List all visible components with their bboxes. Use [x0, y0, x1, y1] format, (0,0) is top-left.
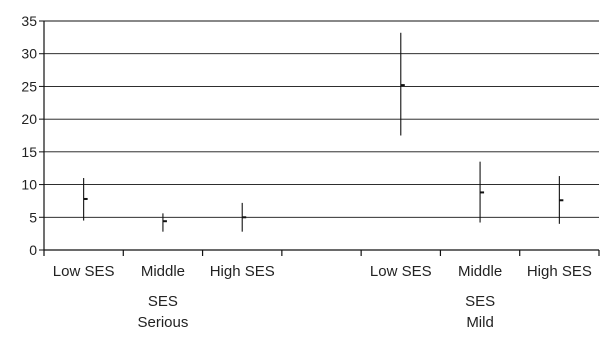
y-tick-label: 0	[29, 242, 37, 258]
group-label: Serious	[137, 314, 188, 331]
x-axis-categories: Low SES Middle SES High SES Low SES Middle SES…	[53, 263, 592, 310]
x-category-label: Middle	[141, 263, 185, 280]
group-label: Mild	[466, 314, 494, 331]
x-category-label: High SES	[210, 263, 275, 280]
gridlines	[44, 20, 599, 218]
y-tick-label: 35	[21, 13, 37, 29]
y-tick-label: 5	[29, 209, 37, 225]
x-category-label: Low SES	[53, 263, 115, 280]
y-tick-label: 25	[21, 78, 37, 94]
group-labels: Serious Mild	[137, 314, 493, 331]
y-axis-ticks: 0 5 10 15 20 25 30 35	[21, 13, 37, 258]
x-category-label: Low SES	[370, 263, 432, 280]
x-category-label: High SES	[527, 263, 592, 280]
x-category-sublabel: SES	[148, 293, 178, 310]
y-tick-label: 30	[21, 46, 37, 62]
y-tick-label: 15	[21, 144, 37, 160]
y-tick-label: 20	[21, 111, 37, 127]
x-category-label: Middle	[458, 263, 502, 280]
axes	[39, 20, 600, 256]
error-bars	[83, 32, 564, 232]
x-category-sublabel: SES	[465, 293, 495, 310]
y-tick-label: 10	[21, 177, 37, 193]
